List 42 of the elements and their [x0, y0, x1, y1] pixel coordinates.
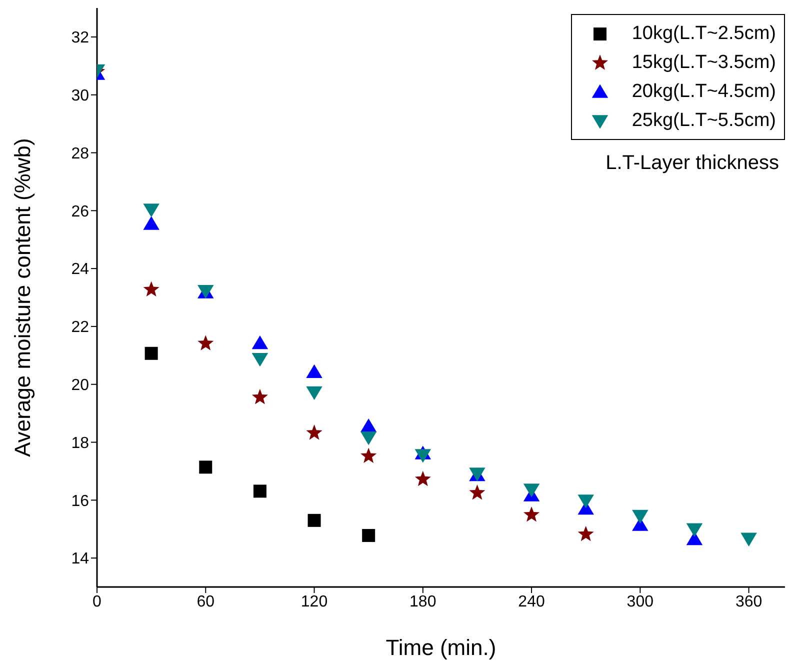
point — [198, 335, 214, 350]
y-tick-label: 22 — [71, 319, 90, 336]
x-tick-label: 300 — [626, 593, 654, 610]
point — [252, 388, 268, 404]
point — [362, 528, 376, 542]
y-tick-label: 28 — [71, 145, 90, 162]
point — [360, 448, 377, 463]
point — [143, 216, 160, 230]
point — [253, 484, 266, 498]
y-tick-label: 26 — [71, 203, 90, 220]
x-tick-label: 180 — [410, 593, 436, 610]
point — [523, 506, 540, 522]
point — [252, 335, 268, 350]
y-tick-label: 16 — [71, 492, 90, 510]
point — [308, 514, 321, 527]
y-tick-label: 32 — [71, 30, 90, 47]
point — [199, 460, 212, 474]
x-tick-label: 60 — [196, 593, 215, 610]
x-tick-label: 0 — [92, 593, 102, 610]
x-tick-label: 240 — [518, 593, 545, 610]
legend-label: 20kg(L.T~4.5cm) — [632, 80, 776, 102]
annotation: L.T-Layer thickness — [604, 152, 780, 175]
x-tick-label: 360 — [735, 593, 762, 610]
y-axis-title: Average moisture content (%wb) — [10, 138, 35, 457]
y-tick-label: 24 — [71, 261, 90, 278]
point — [360, 418, 377, 432]
point — [414, 470, 431, 486]
point — [144, 346, 158, 360]
legend-label: 15kg(L.T~3.5cm) — [632, 52, 776, 74]
x-axis-title: Time (min.) — [386, 635, 496, 660]
legend-label: 10kg(L.T~2.5cm) — [632, 22, 776, 44]
y-tick-label: 20 — [71, 377, 90, 394]
y-tick-label: 30 — [71, 88, 90, 105]
y-tick-label: 18 — [71, 434, 90, 452]
point — [306, 424, 322, 440]
point — [578, 526, 594, 542]
y-tick-label: 14 — [71, 550, 90, 568]
x-tick-label: 120 — [300, 593, 328, 610]
point — [143, 281, 160, 297]
point — [469, 484, 486, 500]
legend-label: 25kg(L.T~5.5cm) — [632, 110, 776, 132]
point — [306, 364, 322, 378]
